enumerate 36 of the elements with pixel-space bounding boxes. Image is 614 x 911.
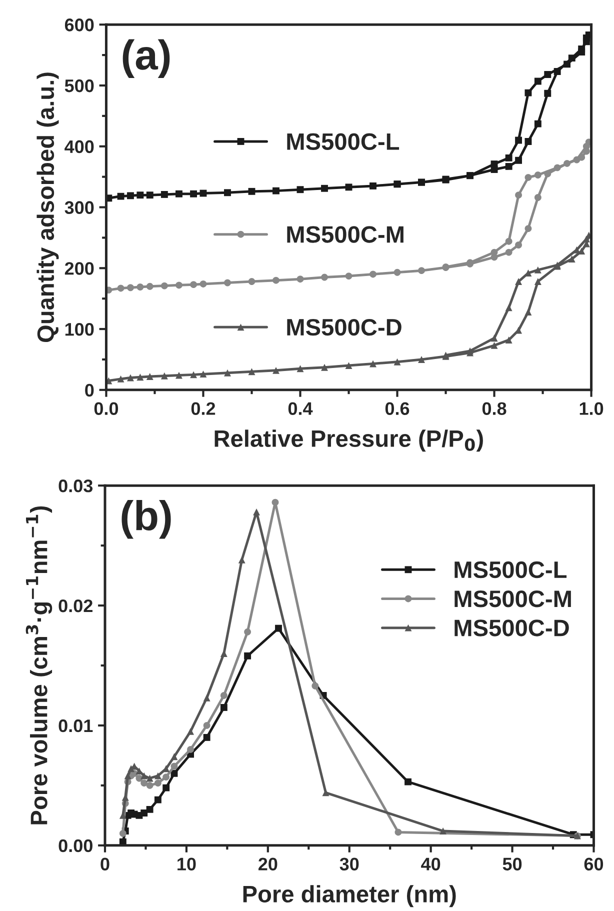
x-tick-label: 40: [421, 858, 440, 870]
x-axis-title: Pore diameter (nm): [243, 885, 456, 908]
y-tick-label: 100: [65, 322, 94, 336]
legend-label: MS500C-L: [287, 133, 400, 150]
y-axis-title: Pore volume (cm$^{3}$·g$^{−1}$nm$^{−1}$): [26, 506, 52, 824]
x-tick-label: 20: [258, 858, 278, 870]
x-tick-label: 30: [340, 858, 359, 870]
x-tick-label: 10: [178, 858, 196, 870]
legend-label: MS500C-M: [287, 226, 404, 243]
x-tick-label: 60: [584, 858, 604, 870]
y-tick-label: 0: [85, 384, 94, 397]
x-axis-title: Relative Pressure (P/P$_{0}$): [214, 430, 483, 452]
x-tick-label: 0.0: [94, 402, 118, 415]
y-tick-label: 600: [64, 18, 94, 32]
y-axis-title: Quantity adsorbed (a.u.): [36, 72, 59, 342]
y-tick-label: 0.01: [58, 719, 93, 732]
legend-label: MS500C-M: [454, 590, 571, 608]
x-tick-label: 0.4: [288, 402, 313, 415]
y-tick-label: 200: [64, 262, 94, 275]
y-tick-label: 0.03: [58, 479, 93, 492]
x-tick-label: 0.2: [191, 402, 216, 415]
legend-label: MS500C-D: [287, 318, 402, 336]
x-tick-label: 50: [502, 858, 522, 870]
y-tick-label: 0.02: [58, 599, 92, 612]
x-tick-label: 0: [100, 858, 110, 870]
x-tick-label: 0.8: [482, 402, 506, 415]
legend-label: MS500C-L: [454, 561, 567, 578]
x-tick-label: 1.0: [580, 402, 604, 415]
x-tick-label: 0.6: [385, 402, 410, 415]
y-tick-label: 300: [64, 201, 94, 214]
annotation: (a): [122, 39, 170, 78]
y-tick-label: 0.00: [58, 839, 92, 852]
legend-label: MS500C-D: [454, 620, 569, 636]
annotation: (b): [122, 500, 171, 539]
y-tick-label: 400: [64, 140, 94, 154]
y-tick-label: 500: [64, 79, 94, 92]
